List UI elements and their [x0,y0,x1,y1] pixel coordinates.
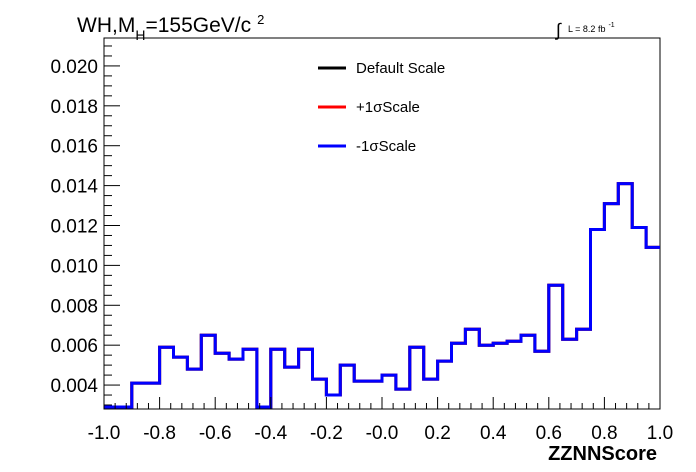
legend-label-2: -1σScale [356,138,416,155]
x-tick-label: -0.8 [143,423,176,444]
x-tick-label: 0.4 [480,423,507,444]
plot-area-border [103,37,661,410]
y-tick-label: 0.008 [50,296,98,317]
y-tick-label: 0.020 [50,57,98,78]
x-tick-label: -0.4 [254,423,287,444]
title-superscript: 2 [257,12,264,27]
y-tick-label: 0.010 [50,256,98,277]
lumi-label: L = 8.2 fb -1 [568,22,615,34]
plot-frame [103,37,661,410]
y-tick-label: 0.016 [50,137,98,158]
title-main: WH,M [77,14,135,37]
x-axis-label: ZZNNScore [548,443,657,465]
title-rest: =155GeV/c [145,14,251,37]
y-tick-label: 0.006 [50,336,98,357]
x-tick-label: 0.8 [591,423,617,444]
axis-layer: -1.0 -0.8 -0.6 -0.4 -0.2 -0.0 0.2 0.4 0.6 0.8 1.0 0… [50,45,673,444]
y-tick-label: 0.018 [50,97,98,118]
y-tick-label: 0.004 [50,376,98,397]
lumi-integral-sign: ∫ [554,20,562,40]
legend-label-1: +1σScale [356,99,420,116]
y-tick-label: 0.012 [50,216,98,237]
x-tick-label: 0.2 [424,423,450,444]
chart-title: WH,MH=155GeV/c 2 [77,12,264,43]
y-tick-label: 0.014 [50,177,98,198]
x-tick-label: -0.0 [366,423,399,444]
lumi-text: L = 8.2 fb [568,24,605,34]
legend-label-0: Default Scale [356,60,445,77]
x-tick-label: -0.6 [199,423,232,444]
title-subscript: H [135,27,145,43]
x-tick-label: 1.0 [647,423,673,444]
x-tick-label: 0.6 [536,423,562,444]
x-tick-label: -0.2 [310,423,343,444]
series-line-1 [104,182,660,409]
series-layer [104,182,660,409]
series-line-0 [104,182,660,409]
legend: Default Scale +1σScale -1σScale [318,60,445,155]
series-line-2 [104,182,660,409]
lumi-superscript: -1 [608,22,614,29]
x-tick-label: -1.0 [88,423,121,444]
